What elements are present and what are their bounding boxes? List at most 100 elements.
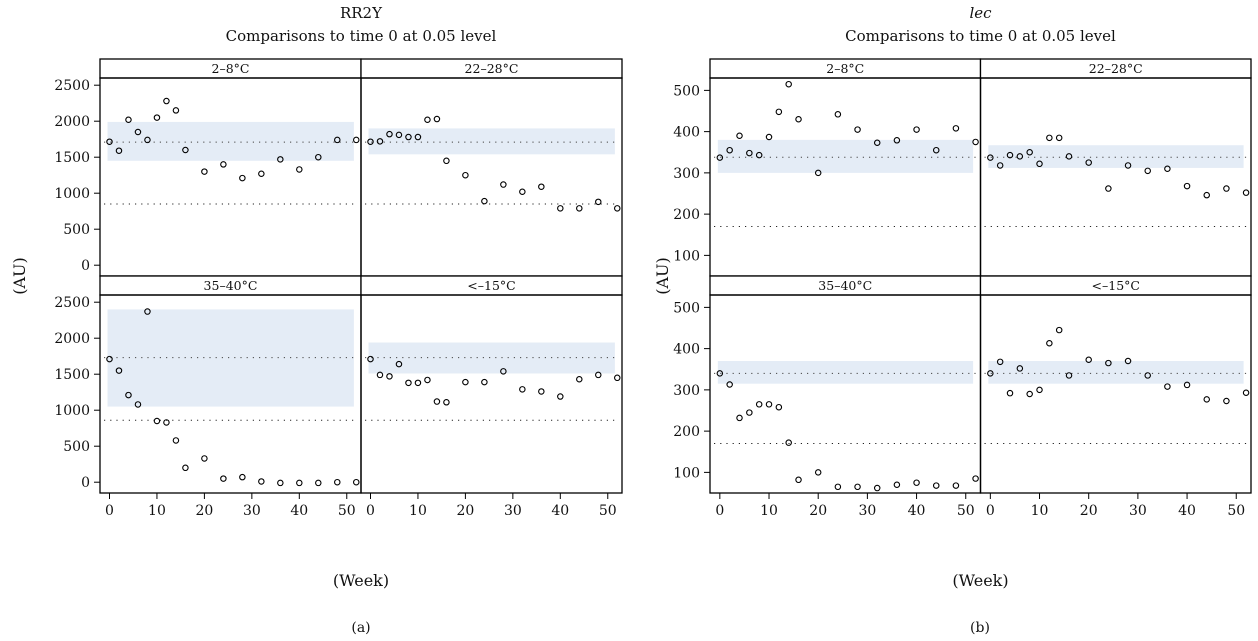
data-point <box>353 478 360 486</box>
y-tick-label: 1000 <box>54 403 90 419</box>
data-point <box>134 401 142 408</box>
confidence-band <box>717 361 974 384</box>
y-tick-label: 500 <box>673 300 700 316</box>
data-point <box>873 484 881 492</box>
data-point <box>201 455 208 462</box>
data-point <box>795 476 802 484</box>
data-point <box>814 469 822 476</box>
data-point <box>595 371 602 379</box>
data-point <box>443 157 450 165</box>
data-point <box>726 146 733 154</box>
data-point <box>765 133 773 141</box>
data-point <box>1144 167 1151 175</box>
data-point <box>395 131 403 139</box>
data-point <box>1183 381 1191 389</box>
data-point <box>376 138 384 145</box>
panel-strip-label: 35–40°C <box>204 278 258 293</box>
data-point <box>296 479 303 487</box>
panel-4: <–15°C 0 10 20 30 40 50 <box>360 275 623 519</box>
data-point <box>1016 153 1024 160</box>
data-point <box>538 183 545 190</box>
data-point <box>736 132 743 140</box>
data-point <box>296 166 303 173</box>
data-point <box>414 379 422 387</box>
data-point <box>353 136 360 144</box>
data-point <box>595 198 602 206</box>
confidence-band <box>988 145 1244 168</box>
y-tick-label: 300 <box>673 383 700 399</box>
data-point <box>182 464 189 472</box>
data-point <box>1203 191 1210 199</box>
data-point <box>367 355 374 363</box>
data-point <box>932 482 940 489</box>
data-point <box>765 401 773 408</box>
data-point <box>614 205 621 212</box>
data-point <box>1046 134 1053 142</box>
data-point <box>1105 359 1112 367</box>
data-point <box>367 138 374 145</box>
confidence-band <box>107 121 354 161</box>
data-point <box>334 478 341 486</box>
panel-frame <box>360 77 623 277</box>
data-point <box>172 437 180 444</box>
data-point <box>519 188 526 196</box>
data-point <box>795 116 802 123</box>
data-point <box>144 136 151 144</box>
data-point <box>814 169 822 177</box>
data-point <box>153 417 161 425</box>
confidence-band <box>988 361 1244 384</box>
data-point <box>386 130 393 138</box>
data-point <box>481 197 488 205</box>
y-axis-title: (AU) <box>10 257 29 295</box>
confidence-band <box>368 128 615 155</box>
data-point <box>220 161 227 168</box>
x-tick-label: 10 <box>1031 503 1049 519</box>
confidence-band <box>717 139 974 173</box>
x-tick-label: 30 <box>243 503 261 519</box>
data-point <box>755 401 763 408</box>
panel-caption: (b) <box>970 620 990 636</box>
y-tick-label: 400 <box>673 342 700 358</box>
x-tick-label: 30 <box>504 503 522 519</box>
panel-strip-label: 22–28°C <box>1089 61 1143 76</box>
y-tick-label: 500 <box>63 439 90 455</box>
data-point <box>424 376 431 384</box>
y-tick-label: 500 <box>673 83 700 99</box>
x-tick-label: 0 <box>105 503 114 519</box>
data-point <box>614 374 621 382</box>
y-tick-label: 2000 <box>54 114 90 130</box>
y-tick-label: 400 <box>673 125 700 141</box>
panel-strip-label: 35–40°C <box>818 278 872 293</box>
data-point <box>1065 372 1073 379</box>
chart-b: lec Comparisons to time 0 at 0.05 level 2–… <box>653 4 1252 636</box>
data-point <box>500 181 507 188</box>
y-tick-label: 1500 <box>54 150 90 166</box>
data-point <box>106 355 113 363</box>
panel-frame <box>979 77 1252 277</box>
y-tick-label: 200 <box>673 207 700 223</box>
data-point <box>1055 134 1063 142</box>
data-point <box>1065 153 1073 160</box>
data-point <box>462 378 469 386</box>
data-point <box>258 170 265 178</box>
data-point <box>557 205 564 212</box>
data-point <box>834 111 842 118</box>
y-tick-label: 2500 <box>54 295 90 311</box>
data-point <box>576 375 583 383</box>
data-point <box>972 475 979 482</box>
data-point <box>1164 165 1171 173</box>
data-point <box>1242 189 1250 196</box>
x-tick-label: 40 <box>908 503 926 519</box>
data-point <box>996 162 1004 169</box>
data-point <box>172 107 180 114</box>
data-point <box>277 479 284 487</box>
x-tick-label: 50 <box>338 503 356 519</box>
x-axis-title: (Week) <box>333 571 389 590</box>
data-point <box>746 149 753 157</box>
data-point <box>376 371 384 379</box>
y-tick-label: 2500 <box>54 78 90 94</box>
panel-strip-label: 22–28°C <box>465 61 519 76</box>
data-point <box>163 419 170 426</box>
x-tick-label: 40 <box>1178 503 1196 519</box>
chart-a: RR2Y Comparisons to time 0 at 0.05 level 2… <box>10 4 623 636</box>
